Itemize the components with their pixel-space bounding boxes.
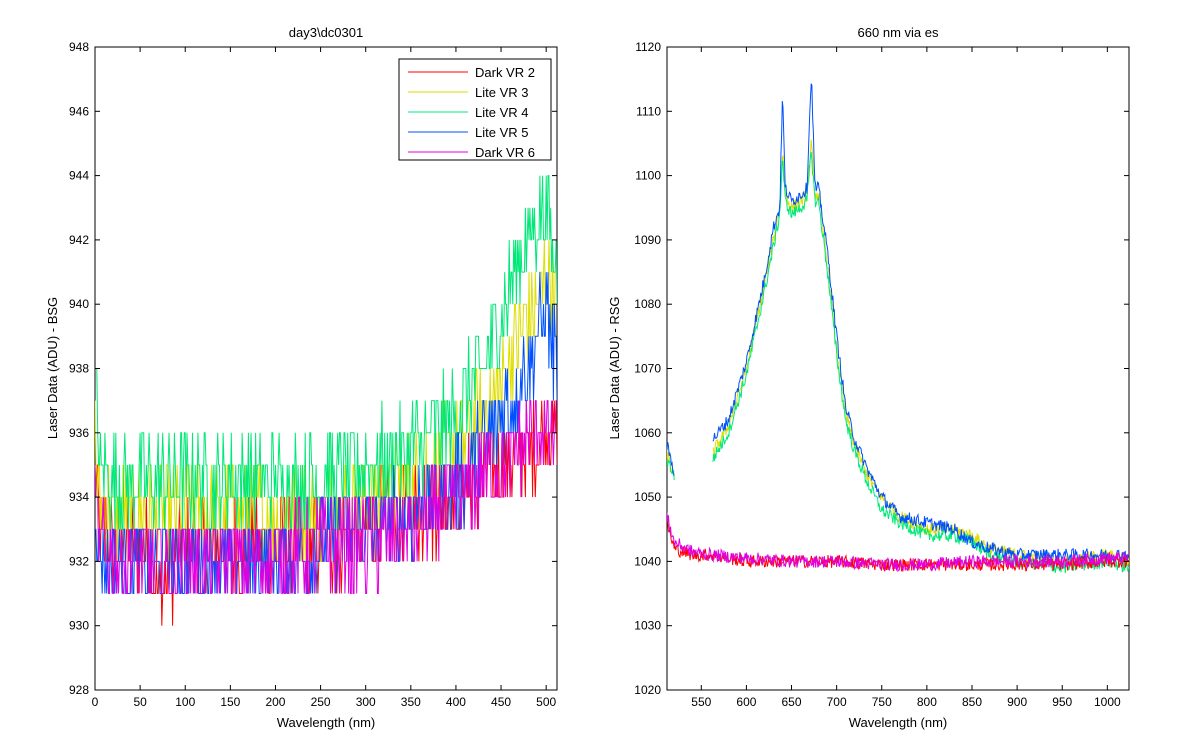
y-tick-label: 942 [69, 233, 89, 247]
x-tick-label: 300 [356, 695, 376, 709]
plot-area-right [666, 46, 1130, 691]
series-line-lite-vr-4 [95, 175, 557, 530]
legend-label: Lite VR 4 [475, 105, 528, 120]
x-tick-label: 950 [1052, 695, 1072, 709]
y-tick-label: 940 [69, 297, 89, 311]
x-tick-label: 450 [491, 695, 511, 709]
y-tick-label: 1080 [634, 297, 661, 311]
chart-left: 0 50 100 150 200 250 300 350 400 450 500 928 930 932 9… [45, 25, 558, 730]
legend-label: Dark VR 6 [475, 145, 535, 160]
x-tick-label: 200 [265, 695, 285, 709]
chart-title-right: 660 nm via es [858, 25, 939, 40]
y-tick-label: 948 [69, 40, 89, 54]
x-tick-label: 650 [782, 695, 802, 709]
series-line-dark-vr-6 [95, 400, 557, 594]
y-tick-label: 944 [69, 169, 89, 183]
x-axis-label-left: Wavelength (nm) [277, 715, 376, 730]
y-tick-label: 938 [69, 362, 89, 376]
x-tick-label: 700 [827, 695, 847, 709]
y-tick-label: 934 [69, 490, 89, 504]
x-tick-label: 550 [691, 695, 711, 709]
legend-label: Lite VR 3 [475, 85, 528, 100]
y-tick-label: 1020 [634, 683, 661, 697]
chart-title-left: day3\dc0301 [289, 25, 363, 40]
y-tick-label: 946 [69, 104, 89, 118]
x-tick-label: 400 [446, 695, 466, 709]
y-tick-label: 1040 [634, 554, 661, 568]
y-tick-label: 930 [69, 619, 89, 633]
y-tick-label: 1100 [635, 169, 661, 183]
y-tick-label: 932 [69, 554, 89, 568]
x-tick-label: 850 [962, 695, 982, 709]
y-axis-label-left: Laser Data (ADU) - BSG [45, 297, 60, 439]
series-line [667, 441, 675, 476]
legend-box [398, 58, 552, 161]
y-tick-label: 936 [69, 426, 89, 440]
y-tick-label: 1120 [635, 40, 661, 54]
series-line [712, 151, 1129, 574]
x-tick-label: 100 [175, 695, 195, 709]
series-group-left [95, 175, 557, 626]
ticks-left: 0 50 100 150 200 250 300 350 400 450 500 928 930 932 9… [69, 40, 557, 709]
x-tick-label: 0 [92, 695, 99, 709]
legend-entries: Dark VR 2 Lite VR 3 Lite VR 4 Lite VR 5 Dark… [408, 65, 535, 160]
y-tick-label: 1090 [634, 233, 661, 247]
y-tick-label: 1070 [634, 362, 661, 376]
chart-right: 550 600 650 700 750 800 850 900 950 1000 1020 1030 1… [607, 25, 1130, 730]
x-axis-label-right: Wavelength (nm) [849, 715, 948, 730]
x-tick-label: 50 [133, 695, 147, 709]
x-tick-label: 900 [1007, 695, 1027, 709]
x-tick-label: 600 [736, 695, 756, 709]
y-tick-label: 1110 [636, 104, 661, 118]
y-tick-label: 1050 [634, 490, 661, 504]
legend-label: Dark VR 2 [475, 65, 535, 80]
y-tick-label: 928 [69, 683, 89, 697]
y-tick-label: 1060 [634, 426, 661, 440]
series-line [667, 512, 1129, 573]
x-tick-label: 750 [872, 695, 892, 709]
y-tick-label: 1030 [634, 619, 661, 633]
legend-label: Lite VR 5 [475, 125, 528, 140]
x-tick-label: 800 [917, 695, 937, 709]
legend: Dark VR 2 Lite VR 3 Lite VR 4 Lite VR 5 Dark… [398, 58, 552, 161]
x-tick-label: 250 [311, 695, 331, 709]
series-line [712, 83, 1129, 564]
ticks-right: 550 600 650 700 750 800 850 900 950 1000 1020 1030 1… [634, 40, 1129, 709]
series-group-right [667, 83, 1129, 574]
x-tick-label: 150 [220, 695, 240, 709]
x-tick-label: 500 [536, 695, 556, 709]
x-tick-label: 350 [401, 695, 421, 709]
y-axis-label-right: Laser Data (ADU) - RSG [607, 296, 622, 439]
x-tick-label: 1000 [1094, 695, 1121, 709]
